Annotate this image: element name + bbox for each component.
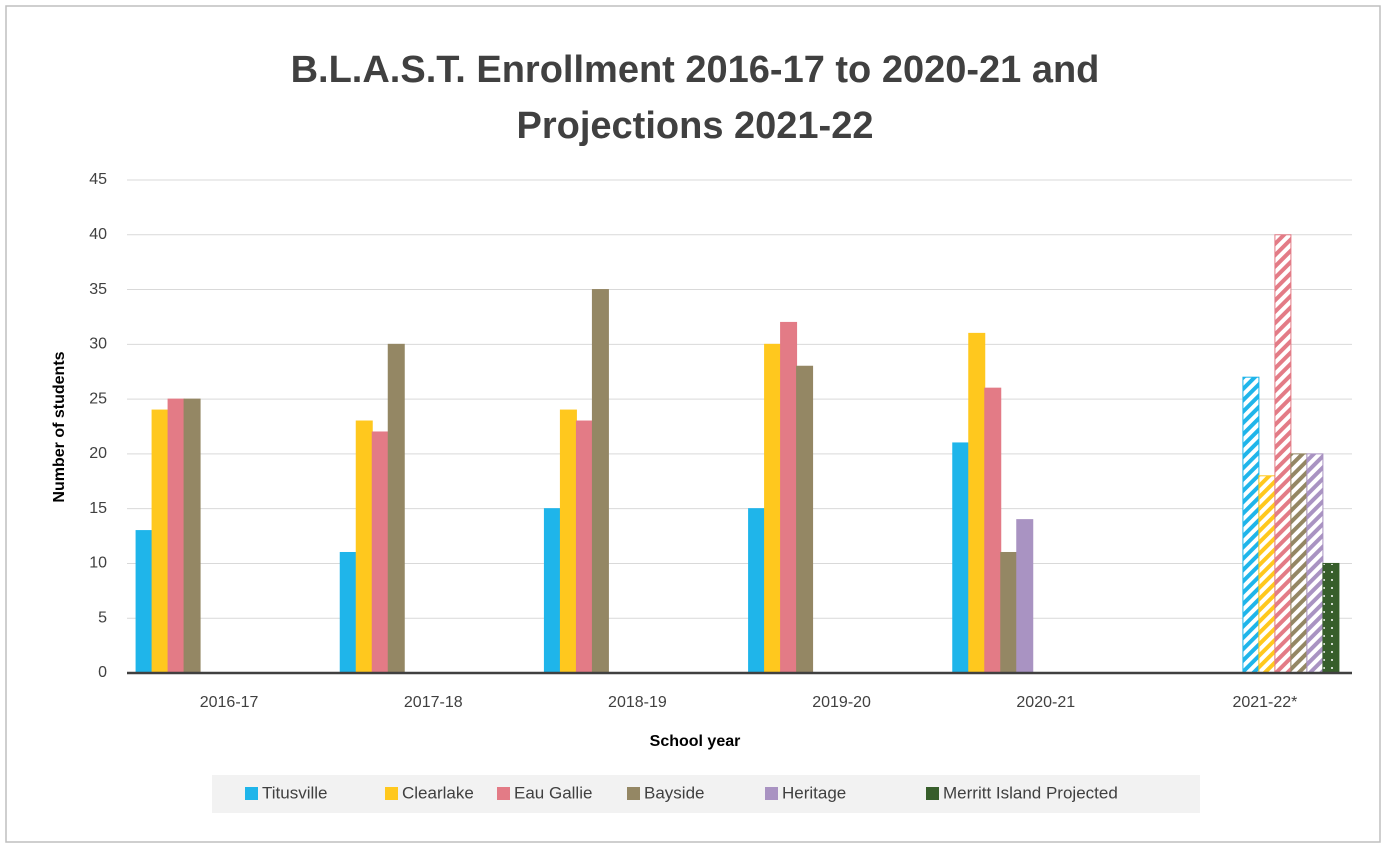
bar (968, 332, 986, 674)
bar (135, 530, 153, 674)
legend-swatch (765, 787, 778, 800)
bar (387, 343, 405, 674)
y-tick-label: 25 (89, 390, 107, 407)
legend-swatch (926, 787, 939, 800)
y-tick-label: 10 (89, 555, 107, 572)
x-tick-label: 2017-18 (404, 694, 463, 711)
bar (952, 442, 970, 674)
bar (339, 551, 357, 674)
chart-title: B.L.A.S.T. Enrollment 2016-17 to 2020-21… (291, 49, 1100, 91)
bar (984, 387, 1002, 674)
legend-label: Merritt Island Projected (943, 783, 1118, 802)
bar (1258, 475, 1276, 674)
y-tick-label: 0 (98, 664, 107, 681)
legend-swatch (627, 787, 640, 800)
x-tick-label: 2020-21 (1016, 694, 1075, 711)
bar (748, 508, 766, 674)
chart-frame (5, 5, 1381, 843)
bar (559, 409, 577, 674)
legend-swatch (245, 787, 258, 800)
bar (183, 398, 201, 674)
bar (1322, 562, 1340, 674)
bar (764, 343, 782, 674)
legend-label: Clearlake (402, 783, 474, 802)
bar (780, 321, 798, 674)
y-axis-title: Number of students (51, 351, 68, 502)
x-tick-label: 2021-22* (1232, 694, 1297, 711)
bar (591, 289, 609, 674)
bar (167, 398, 185, 674)
x-tick-label: 2016-17 (200, 694, 259, 711)
legend-label: Titusville (262, 783, 328, 802)
bar (543, 508, 561, 674)
chart-title: Projections 2021-22 (517, 105, 874, 147)
bar (1242, 376, 1260, 674)
x-axis-title: School year (650, 733, 741, 750)
bar (1016, 519, 1034, 674)
y-tick-label: 40 (89, 226, 107, 243)
y-tick-label: 15 (89, 500, 107, 517)
bar (575, 420, 593, 674)
y-tick-label: 5 (98, 609, 107, 626)
bar (1274, 234, 1292, 674)
legend-label: Heritage (782, 783, 846, 802)
legend-label: Eau Gallie (514, 783, 592, 802)
y-tick-label: 45 (89, 171, 107, 188)
legend-box (212, 775, 1200, 813)
bar (371, 431, 389, 674)
x-tick-label: 2018-19 (608, 694, 667, 711)
y-tick-label: 20 (89, 445, 107, 462)
y-tick-label: 35 (89, 281, 107, 298)
y-tick-label: 30 (89, 336, 107, 353)
bar (355, 420, 373, 674)
legend-swatch (497, 787, 510, 800)
x-tick-label: 2019-20 (812, 694, 871, 711)
bar (1000, 551, 1018, 674)
legend-swatch (385, 787, 398, 800)
bar (1290, 453, 1308, 674)
legend-label: Bayside (644, 783, 704, 802)
bar (1306, 453, 1324, 674)
bar (151, 409, 169, 674)
bar (796, 365, 814, 674)
